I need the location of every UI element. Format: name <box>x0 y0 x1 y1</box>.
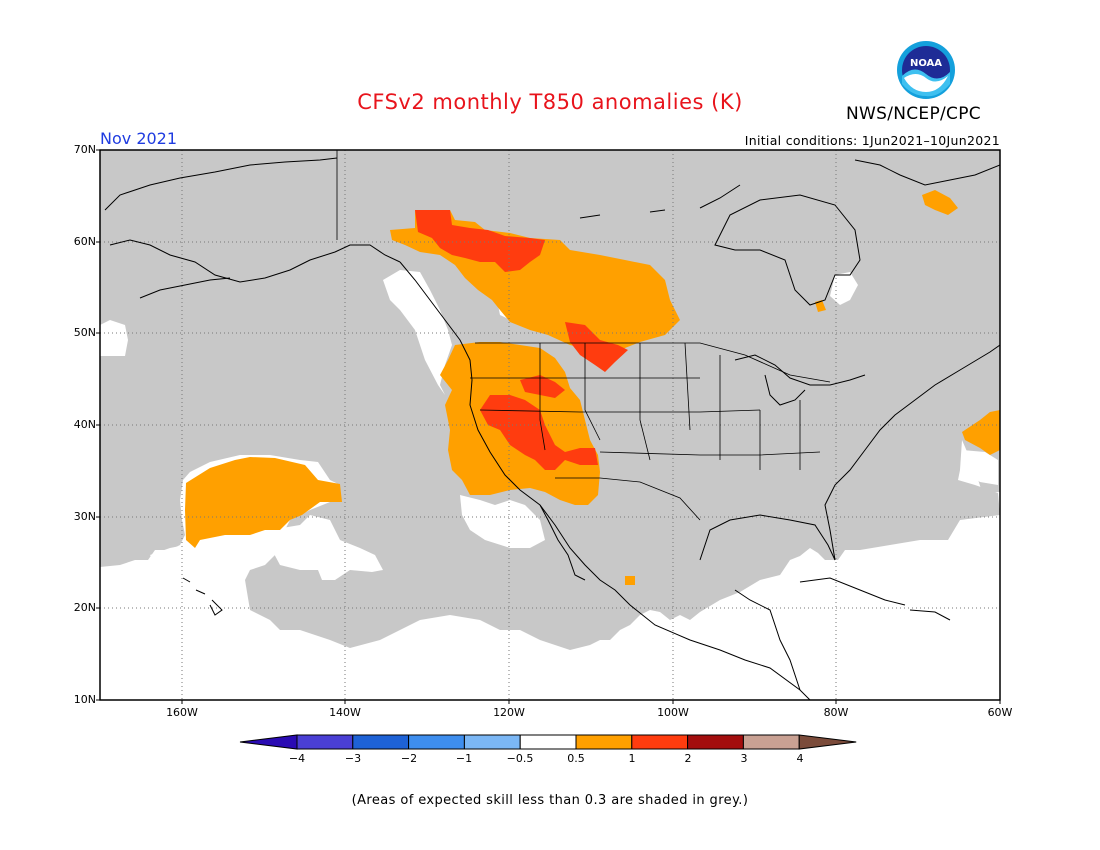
lat-label-70n: 70N <box>73 143 96 156</box>
lat-label-20n: 20N <box>73 601 96 614</box>
noaa-logo-text: NOAA <box>910 58 942 69</box>
colorbar-label-neg1: −1 <box>455 752 473 765</box>
lon-label-140w: 140W <box>329 706 361 719</box>
colorbar-label-neg3: −3 <box>344 752 362 765</box>
lon-label-120w: 120W <box>493 706 525 719</box>
anomaly-red-great-basin <box>480 395 598 470</box>
colorbar-label-neg0-5: −0.5 <box>506 752 534 765</box>
anomaly-red-bc <box>415 210 545 272</box>
anomaly-orange-pacific <box>185 457 342 548</box>
chart-title: CFSv2 monthly T850 anomalies (K) <box>357 90 743 114</box>
white-area-central-pacific <box>150 545 245 620</box>
colorbar-label-2: 2 <box>684 752 692 765</box>
colorbar-label-4: 4 <box>796 752 804 765</box>
lon-label-60w: 60W <box>987 706 1013 719</box>
lat-label-30n: 30N <box>73 510 96 523</box>
white-area-hudson <box>830 272 858 305</box>
political-borders <box>336 150 831 521</box>
lat-label-10n: 10N <box>73 693 96 706</box>
anomaly-orange-small <box>815 300 826 312</box>
lat-label-50n: 50N <box>73 326 96 339</box>
skill-footnote: (Areas of expected skill less than 0.3 a… <box>351 793 749 808</box>
colorbar-label-neg2: −2 <box>400 752 418 765</box>
colorbar-label-3: 3 <box>740 752 748 765</box>
lon-label-160w: 160W <box>166 706 198 719</box>
noaa-logo-icon: NOAA <box>897 41 955 99</box>
coastlines <box>104 157 1000 700</box>
lon-label-80w: 80W <box>823 706 849 719</box>
colorbar-label-0-5: 0.5 <box>567 752 585 765</box>
anomaly-orange-atlantic <box>962 410 1000 455</box>
anomaly-red-idaho <box>520 375 565 398</box>
anomaly-red-montana <box>565 322 628 372</box>
lat-label-60n: 60N <box>73 235 96 248</box>
agency-label: NWS/NCEP/CPC <box>846 104 981 124</box>
white-area-baja <box>460 495 545 548</box>
anomaly-orange-labrador <box>922 190 958 215</box>
forecast-period: Nov 2021 <box>100 129 178 148</box>
white-area-coast <box>383 270 452 395</box>
white-area-north-pacific <box>100 320 128 356</box>
initial-conditions: Initial conditions: 1Jun2021–10Jun2021 <box>744 133 1000 148</box>
lat-label-40n: 40N <box>73 418 96 431</box>
lon-label-100w: 100W <box>657 706 689 719</box>
white-area-hawaii <box>270 515 383 580</box>
colorbar-label-neg4: −4 <box>288 752 306 765</box>
anomaly-orange-mexico <box>625 576 635 585</box>
colorbar-label-1: 1 <box>628 752 636 765</box>
white-area-atlantic <box>962 450 998 485</box>
